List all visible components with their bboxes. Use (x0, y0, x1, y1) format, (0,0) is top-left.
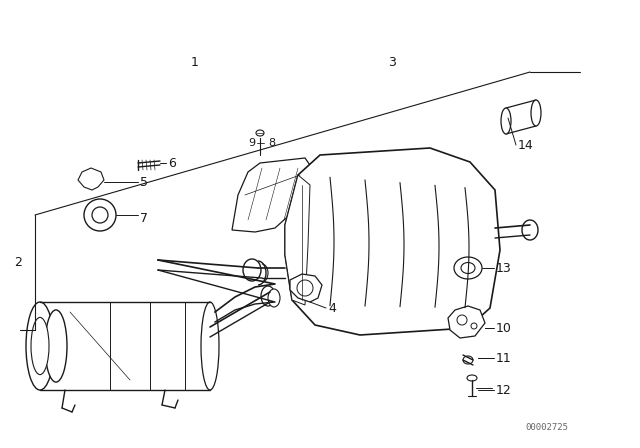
Ellipse shape (531, 100, 541, 126)
Text: 11: 11 (496, 352, 512, 365)
Text: 3: 3 (388, 56, 396, 69)
Polygon shape (232, 158, 312, 232)
Text: 8: 8 (268, 138, 275, 148)
Polygon shape (290, 274, 322, 302)
Polygon shape (78, 168, 104, 190)
Text: 7: 7 (140, 211, 148, 224)
Ellipse shape (467, 375, 477, 381)
Ellipse shape (454, 257, 482, 279)
Ellipse shape (261, 286, 275, 306)
Polygon shape (448, 306, 485, 338)
Ellipse shape (501, 108, 511, 134)
Text: 4: 4 (328, 302, 336, 314)
Circle shape (457, 315, 467, 325)
Text: 00002725: 00002725 (525, 423, 568, 432)
Text: 10: 10 (496, 322, 512, 335)
Ellipse shape (31, 317, 49, 375)
Text: 9: 9 (248, 138, 255, 148)
Text: 1: 1 (191, 56, 199, 69)
Ellipse shape (256, 130, 264, 136)
Ellipse shape (201, 302, 219, 390)
Text: 14: 14 (518, 138, 534, 151)
Text: 2: 2 (14, 255, 22, 268)
Text: 6: 6 (168, 156, 176, 169)
Ellipse shape (92, 207, 108, 223)
Ellipse shape (45, 310, 67, 382)
Ellipse shape (243, 259, 261, 281)
Ellipse shape (463, 356, 473, 364)
Text: 12: 12 (496, 383, 512, 396)
Ellipse shape (84, 199, 116, 231)
Polygon shape (506, 100, 536, 134)
Polygon shape (285, 148, 500, 335)
Ellipse shape (461, 263, 475, 273)
Text: 13: 13 (496, 262, 512, 275)
Circle shape (471, 323, 477, 329)
Ellipse shape (268, 289, 280, 307)
Polygon shape (285, 175, 310, 305)
Ellipse shape (26, 302, 54, 390)
Text: 5: 5 (140, 176, 148, 189)
